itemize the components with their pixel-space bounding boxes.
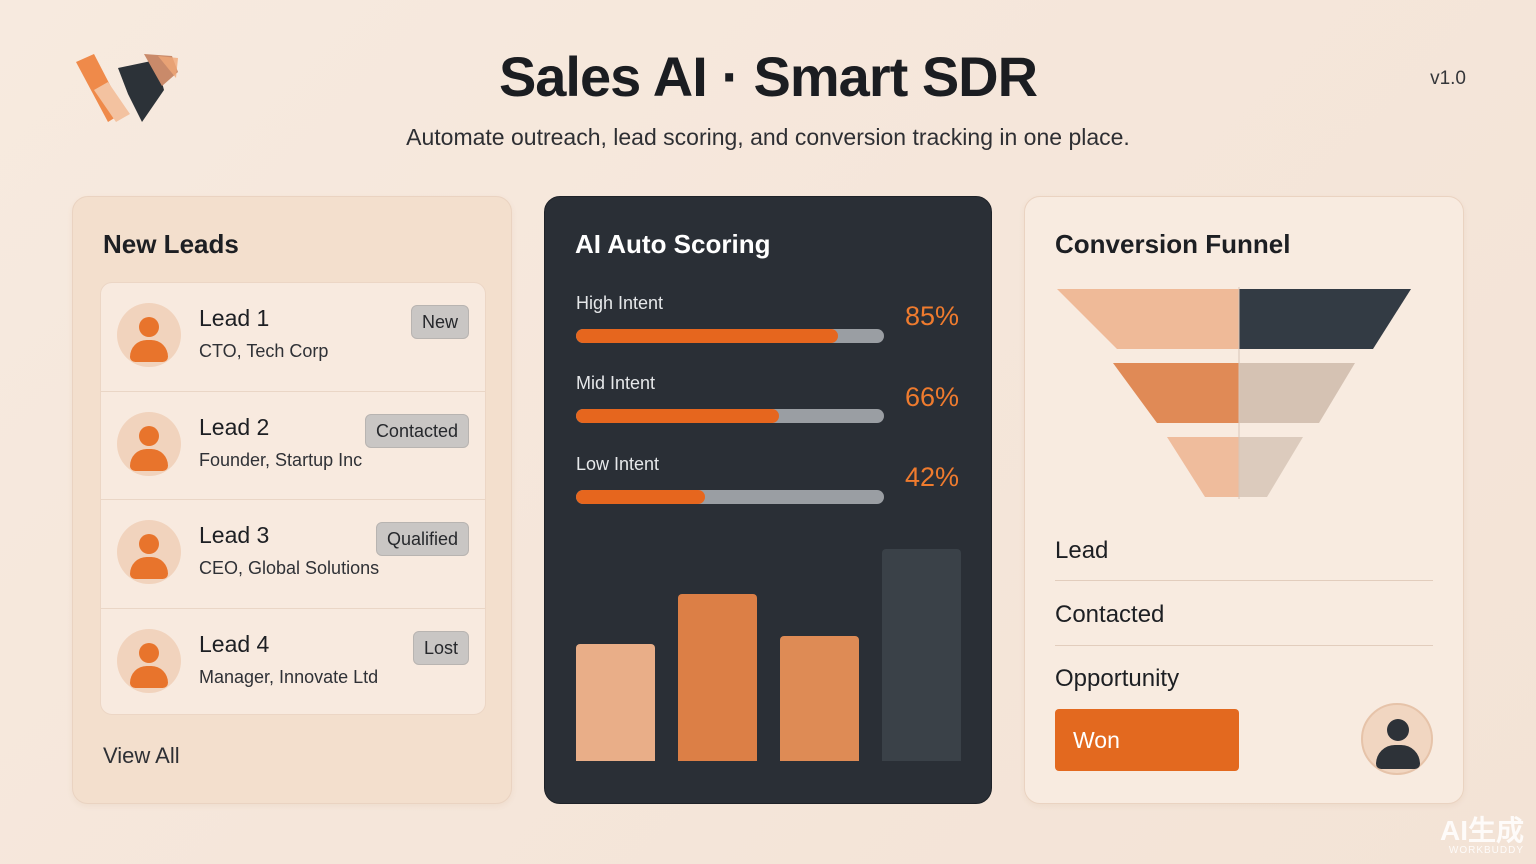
high-intent-label: High Intent (576, 293, 664, 313)
page-subtitle: Automate outreach, lead scoring, and con… (406, 124, 1130, 150)
low-intent-fill (576, 490, 706, 504)
version-label: v1.0 (1430, 68, 1466, 89)
mid-intent-label: Mid Intent (576, 373, 656, 393)
new-leads-card: New Leads Lead 1 CTO, Tech Corp New Lead… (72, 196, 512, 804)
conversion-funnel-card: Conversion Funnel Lead Contacted Opportu… (1024, 196, 1464, 804)
divider (1055, 645, 1433, 646)
ai-scoring-title: AI Auto Scoring (575, 229, 771, 259)
lead-role: CTO, Tech Corp (199, 341, 329, 361)
score-bar (882, 549, 961, 761)
page-title: Sales AI · Smart SDR (498, 45, 1038, 108)
low-intent-value: 42% (904, 462, 959, 492)
watermark-subtext: WORKBUDDY (1448, 845, 1524, 856)
score-bar (576, 644, 655, 761)
watermark-text: AI生成 (1439, 815, 1524, 846)
lead-name: Lead 2 (199, 413, 270, 440)
status-badge: Qualified (375, 522, 469, 556)
lead-list: Lead 1 CTO, Tech Corp New Lead 2 Founder… (100, 282, 486, 715)
low-intent-label: Low Intent (576, 454, 660, 474)
lead-item[interactable]: Lead 4 Manager, Innovate Ltd Lost (101, 609, 485, 715)
avatar (117, 520, 181, 584)
user-avatar[interactable] (1361, 703, 1433, 775)
status-badge: New (410, 305, 469, 339)
status-badge: Lost (412, 630, 469, 665)
score-bar (780, 636, 859, 761)
mid-intent-bar (576, 409, 884, 423)
mid-intent-value: 66% (904, 382, 959, 412)
avatar (117, 628, 181, 693)
status-badge: Contacted (364, 413, 469, 448)
funnel-stage-lead: Lead (1055, 537, 1109, 564)
high-intent-value: 85% (904, 301, 959, 331)
watermark: AI生成 WORKBUDDY (1439, 815, 1524, 857)
score-bar (678, 594, 757, 761)
high-intent-bar (576, 329, 884, 343)
high-intent-fill (576, 329, 838, 343)
funnel-stage-opportunity: Opportunity (1055, 665, 1180, 692)
app-logo (76, 54, 178, 122)
funnel-stage-contacted: Contacted (1055, 601, 1165, 628)
lead-item[interactable]: Lead 1 CTO, Tech Corp New (101, 283, 485, 392)
lead-item[interactable]: Lead 2 Founder, Startup Inc Contacted (101, 392, 485, 500)
avatar (117, 411, 181, 476)
lead-role: Manager, Innovate Ltd (199, 666, 379, 687)
mid-intent-fill (576, 409, 780, 423)
lead-item[interactable]: Lead 3 CEO, Global Solutions Qualified (101, 500, 485, 609)
lead-role: CEO, Global Solutions (199, 558, 380, 578)
won-button[interactable]: Won (1055, 709, 1239, 771)
lead-name: Lead 3 (199, 522, 270, 548)
lead-name: Lead 4 (199, 630, 270, 657)
view-all-link[interactable]: View All (103, 743, 180, 768)
divider (1055, 580, 1433, 581)
low-intent-bar (576, 490, 884, 504)
ai-scoring-card: AI Auto Scoring High Intent 85% Mid Inte… (544, 196, 992, 804)
lead-role: Founder, Startup Inc (199, 449, 363, 470)
funnel-graphic (1057, 287, 1411, 499)
avatar (117, 303, 181, 367)
lead-name: Lead 1 (199, 305, 270, 331)
new-leads-title: New Leads (103, 229, 239, 259)
conversion-funnel-title: Conversion Funnel (1055, 229, 1291, 259)
